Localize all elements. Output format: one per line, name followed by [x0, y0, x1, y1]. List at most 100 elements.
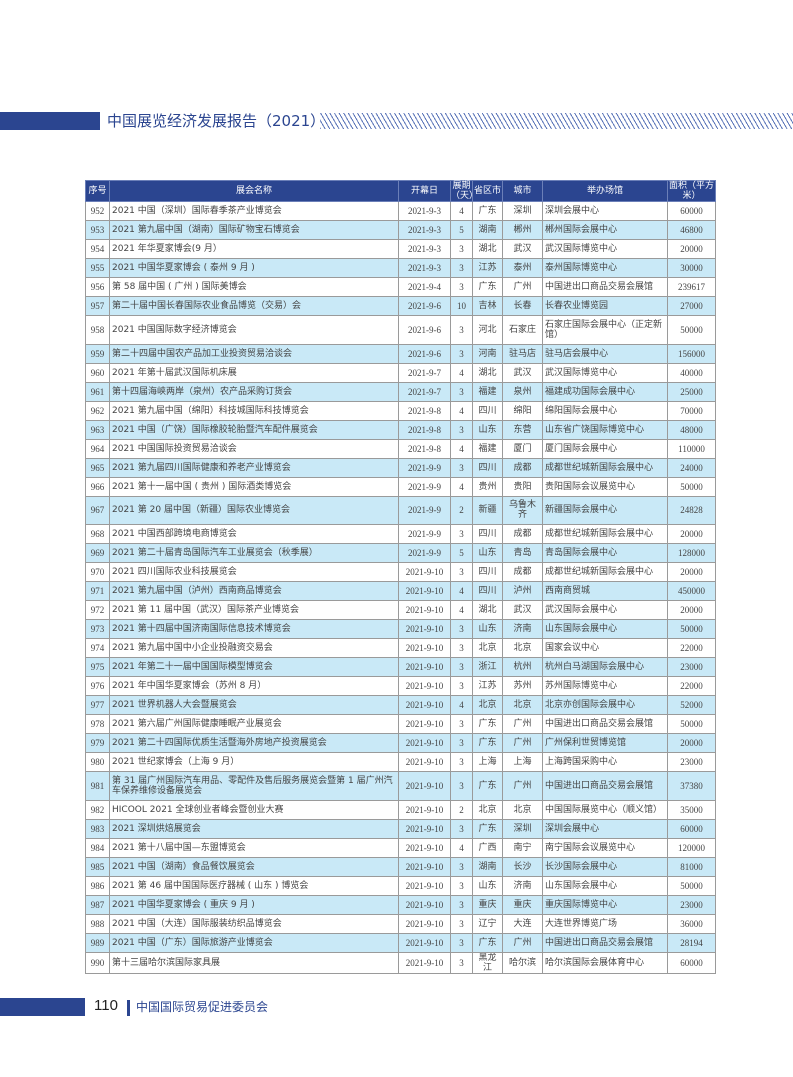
cell-index: 964 [85, 438, 110, 459]
table-row: 971 2021 第九届中国（泸州）西南商品博览会 2021-9-10 4 四川 泸州 西南… [85, 581, 716, 601]
cell-index: 987 [85, 894, 110, 915]
cell-index: 989 [85, 932, 110, 953]
cell-name: 2021 世纪家博会（上海 9 月） [109, 752, 399, 772]
cell-duration: 4 [450, 581, 473, 601]
cell-venue: 贵阳国际会议展览中心 [542, 476, 668, 497]
cell-area: 450000 [667, 581, 716, 601]
table-row: 986 2021 第 46 届中国国际医疗器械 ( 山东 ) 博览会 2021-9-… [85, 875, 716, 896]
cell-open-date: 2021-9-6 [398, 315, 451, 345]
cell-area: 128000 [667, 543, 716, 563]
cell-open-date: 2021-9-10 [398, 733, 451, 753]
table-row: 967 2021 第 20 届中国（新疆）国际农业博览会 2021-9-9 2 新疆 乌鲁… [85, 495, 716, 525]
cell-venue: 哈尔滨国际会展体育中心 [542, 951, 668, 974]
table-row: 965 2021 第九届四川国际健康和养老产业博览会 2021-9-9 3 四川 成都 成都… [85, 457, 716, 478]
page-number: 110 [94, 997, 118, 1014]
cell-venue: 重庆国际博览中心 [542, 894, 668, 915]
cell-name: HICOOL 2021 全球创业者峰会暨创业大赛 [109, 799, 399, 820]
cell-duration: 5 [450, 543, 473, 563]
table-row: 981 第 31 届广州国际汽车用品、零配件及售后服务展览会暨第 1 届广州汽车保… [85, 771, 716, 801]
table-row: 952 2021 中国（深圳）国际春季茶产业博览会 2021-9-3 4 广东 深圳 深圳会… [85, 201, 716, 221]
cell-name: 第十三届哈尔滨国际家具展 [109, 951, 399, 974]
cell-name: 2021 年第十届武汉国际机床展 [109, 362, 399, 383]
cell-name: 2021 年华夏家博会(9 月） [109, 239, 399, 259]
cell-venue: 南宁国际会议展览中心 [542, 837, 668, 858]
cell-area: 28194 [667, 932, 716, 953]
cell-province: 新疆 [472, 495, 503, 525]
cell-index: 955 [85, 258, 110, 278]
header-col-venue: 举办场馆 [542, 180, 668, 202]
cell-open-date: 2021-9-10 [398, 562, 451, 582]
cell-city: 武汉 [502, 239, 543, 259]
cell-province: 广西 [472, 837, 503, 858]
cell-city: 石家庄 [502, 315, 543, 345]
cell-venue: 山东省广饶国际博览中心 [542, 419, 668, 440]
cell-venue: 西南商贸城 [542, 581, 668, 601]
cell-open-date: 2021-9-8 [398, 400, 451, 421]
cell-duration: 3 [450, 619, 473, 639]
table-row: 957 第二十届中国长春国际农业食品博览（交易）会 2021-9-6 10 吉林 长春 长春… [85, 296, 716, 316]
cell-name: 2021 中国（大连）国际服装纺织品博览会 [109, 913, 399, 934]
cell-area: 120000 [667, 837, 716, 858]
cell-index: 971 [85, 581, 110, 601]
cell-index: 981 [85, 771, 110, 801]
cell-city: 武汉 [502, 362, 543, 383]
cell-city: 广州 [502, 771, 543, 801]
cell-venue: 厦门国际会展中心 [542, 438, 668, 459]
cell-index: 983 [85, 818, 110, 839]
cell-open-date: 2021-9-10 [398, 714, 451, 734]
table-row: 969 2021 第二十届青岛国际汽车工业展览会（秋季展） 2021-9-9 5 山东青… [85, 543, 716, 563]
cell-area: 35000 [667, 799, 716, 820]
cell-area: 20000 [667, 562, 716, 582]
cell-name: 第十四届海峡两岸（泉州）农产品采购订货会 [109, 381, 399, 402]
cell-index: 967 [85, 495, 110, 525]
cell-province: 北京 [472, 799, 503, 820]
cell-province: 福建 [472, 381, 503, 402]
cell-area: 36000 [667, 913, 716, 934]
cell-area: 52000 [667, 695, 716, 715]
cell-venue: 成都世纪城新国际会展中心 [542, 524, 668, 544]
table-row: 977 2021 世界机器人大会暨展览会 2021-9-10 4 北京 北京 北京亦创国际会… [85, 695, 716, 715]
cell-duration: 3 [450, 524, 473, 544]
cell-venue: 中国国际展览中心（顺义馆） [542, 799, 668, 820]
cell-index: 982 [85, 799, 110, 820]
cell-venue: 郴州国际会展中心 [542, 220, 668, 240]
cell-open-date: 2021-9-10 [398, 771, 451, 801]
table-row: 983 2021 深圳烘焙展览会 2021-9-10 3 广东 深圳 深圳会展中心 60000 [85, 818, 716, 839]
cell-venue: 中国进出口商品交易会展馆 [542, 277, 668, 297]
cell-area: 20000 [667, 733, 716, 753]
cell-duration: 4 [450, 600, 473, 620]
cell-name: 2021 深圳烘焙展览会 [109, 818, 399, 839]
report-title: 中国展览经济发展报告（2021） [107, 112, 326, 130]
cell-duration: 3 [450, 657, 473, 677]
cell-index: 959 [85, 343, 110, 364]
cell-province: 北京 [472, 695, 503, 715]
cell-duration: 3 [450, 894, 473, 915]
cell-index: 985 [85, 856, 110, 877]
cell-venue: 武汉国际博览中心 [542, 239, 668, 259]
footer-divider [127, 1000, 130, 1016]
cell-open-date: 2021-9-10 [398, 894, 451, 915]
cell-area: 50000 [667, 315, 716, 345]
cell-open-date: 2021-9-10 [398, 600, 451, 620]
cell-area: 156000 [667, 343, 716, 364]
cell-area: 37380 [667, 771, 716, 801]
table-row: 984 2021 第十八届中国—东盟博览会 2021-9-10 4 广西 南宁 南宁国际会议… [85, 837, 716, 858]
cell-name: 第 58 届中国 ( 广州 ) 国际美博会 [109, 277, 399, 297]
cell-name: 2021 中国国际投资贸易洽谈会 [109, 438, 399, 459]
cell-venue: 深圳会展中心 [542, 818, 668, 839]
cell-area: 40000 [667, 362, 716, 383]
cell-city: 哈尔滨 [502, 951, 543, 974]
cell-open-date: 2021-9-10 [398, 695, 451, 715]
cell-duration: 4 [450, 362, 473, 383]
cell-duration: 3 [450, 951, 473, 974]
cell-duration: 3 [450, 638, 473, 658]
cell-name: 2021 中国华夏家博会 ( 泰州 9 月 ) [109, 258, 399, 278]
cell-province: 河南 [472, 343, 503, 364]
table-row: 954 2021 年华夏家博会(9 月） 2021-9-3 3 湖北 武汉 武汉国际博览中心… [85, 239, 716, 259]
cell-province: 四川 [472, 524, 503, 544]
table-row: 953 2021 第九届中国（湖南）国际矿物宝石博览会 2021-9-3 5 湖南 郴州郴… [85, 220, 716, 240]
cell-province: 江苏 [472, 676, 503, 696]
cell-index: 966 [85, 476, 110, 497]
cell-province: 广东 [472, 771, 503, 801]
table-row: 960 2021 年第十届武汉国际机床展 2021-9-7 4 湖北 武汉 武汉国际博览中心… [85, 362, 716, 383]
